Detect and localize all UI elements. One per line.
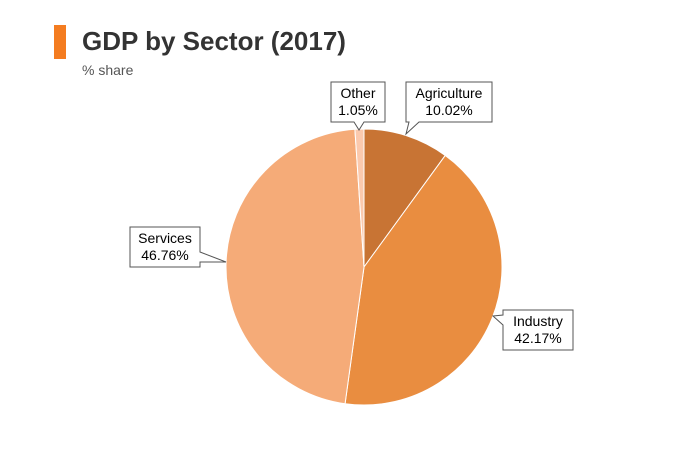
slice-name-label: Industry	[513, 313, 563, 329]
slice-name-label: Services	[138, 230, 192, 246]
title-accent-bar	[54, 25, 66, 59]
chart-subtitle: % share	[82, 62, 134, 78]
pie-slice-industry	[344, 154, 503, 406]
pie-slice-services	[225, 128, 365, 405]
label-callout-box	[129, 226, 227, 268]
slice-value-label: 42.17%	[514, 330, 561, 346]
chart-title: GDP by Sector (2017)	[82, 26, 346, 56]
slice-value-label: 1.05%	[338, 102, 378, 118]
pie-slices	[225, 128, 503, 406]
slice-value-label: 10.02%	[425, 102, 472, 118]
slice-name-label: Other	[340, 85, 375, 101]
pie-slice-agriculture	[363, 128, 446, 269]
slice-value-label: 46.76%	[141, 247, 188, 263]
label-callout-box	[330, 81, 386, 131]
label-callout-box	[491, 309, 574, 351]
slice-name-label: Agriculture	[416, 85, 483, 101]
label-callout-box	[405, 81, 493, 136]
